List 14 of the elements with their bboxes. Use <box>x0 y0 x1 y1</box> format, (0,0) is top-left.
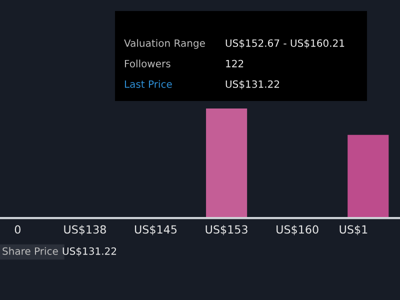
text: US$152.67 - US$160.21 <box>226 39 344 48</box>
x-tick-label: US$1 <box>340 225 368 236</box>
text: 122 <box>226 60 244 68</box>
text: US$131.22 <box>62 247 116 256</box>
x-tick-label: 0 <box>14 225 20 234</box>
text: Followers <box>124 60 170 68</box>
x-tick-label: US$145 <box>134 225 177 236</box>
x-tick-label: US$138 <box>64 225 106 236</box>
text: Last Price <box>124 80 172 88</box>
x-tick-label: US$153 <box>206 225 248 236</box>
text: US$131.22 <box>226 80 280 90</box>
text: Valuation Range <box>124 39 205 49</box>
text: Share Price <box>2 247 58 255</box>
x-tick-label: US$160 <box>276 225 318 236</box>
